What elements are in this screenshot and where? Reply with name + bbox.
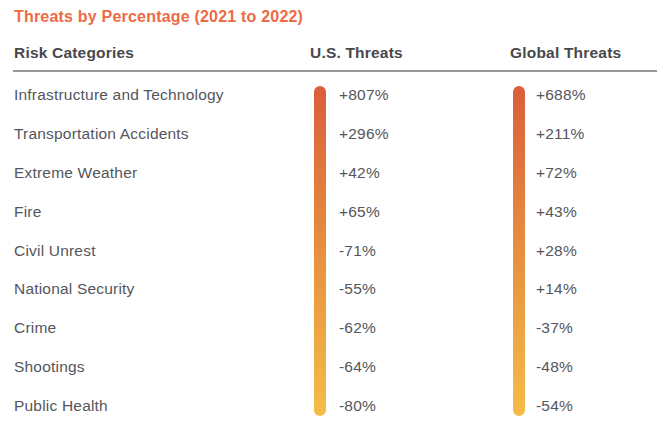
table-row: Civil Unrest -71% +28% (0, 231, 670, 270)
risk-category-label: Shootings (14, 358, 85, 376)
risk-category-label: Transportation Accidents (14, 125, 189, 143)
risk-category-label: Public Health (14, 397, 108, 415)
table-row: Extreme Weather +42% +72% (0, 154, 670, 193)
us-threat-value: +65% (339, 203, 380, 221)
us-threat-value: -62% (339, 319, 376, 337)
global-threat-value: -54% (536, 397, 573, 415)
us-threat-value: -55% (339, 280, 376, 298)
table-row: Crime -62% -37% (0, 309, 670, 348)
risk-category-label: Civil Unrest (14, 242, 96, 260)
page-title: Threats by Percentage (2021 to 2022) (14, 8, 303, 26)
global-threat-value: +72% (536, 164, 577, 182)
table-row: Fire +65% +43% (0, 192, 670, 231)
us-threat-value: +807% (339, 86, 389, 104)
table-row: National Security -55% +14% (0, 270, 670, 309)
table-row: Public Health -80% -54% (0, 386, 670, 425)
table-row: Infrastructure and Technology +807% +688… (0, 76, 670, 115)
global-threat-value: +43% (536, 203, 577, 221)
us-threat-value: -71% (339, 242, 376, 260)
table-row: Shootings -64% -48% (0, 348, 670, 387)
column-header-global-threats: Global Threats (510, 44, 621, 62)
global-threat-value: +211% (536, 125, 585, 143)
risk-category-label: Crime (14, 319, 56, 337)
table-row: Transportation Accidents +296% +211% (0, 115, 670, 154)
risk-category-label: National Security (14, 280, 135, 298)
column-header-us-threats: U.S. Threats (310, 44, 403, 62)
us-threat-value: -80% (339, 397, 376, 415)
risk-category-label: Infrastructure and Technology (14, 86, 224, 104)
risk-category-label: Fire (14, 203, 42, 221)
global-threat-value: +688% (536, 86, 586, 104)
table-header: Risk Categories U.S. Threats Global Thre… (0, 44, 670, 62)
column-header-risk-categories: Risk Categories (14, 44, 134, 62)
risk-category-label: Extreme Weather (14, 164, 137, 182)
us-threat-value: +42% (339, 164, 380, 182)
global-threat-value: +14% (536, 280, 577, 298)
us-threat-value: +296% (339, 125, 389, 143)
threats-by-percentage-table: Threats by Percentage (2021 to 2022) Ris… (0, 0, 670, 428)
global-threat-value: +28% (536, 242, 577, 260)
table-body: Infrastructure and Technology +807% +688… (0, 76, 670, 426)
header-divider (13, 70, 657, 72)
us-threat-value: -64% (339, 358, 376, 376)
global-threat-value: -48% (536, 358, 573, 376)
global-threat-value: -37% (536, 319, 573, 337)
